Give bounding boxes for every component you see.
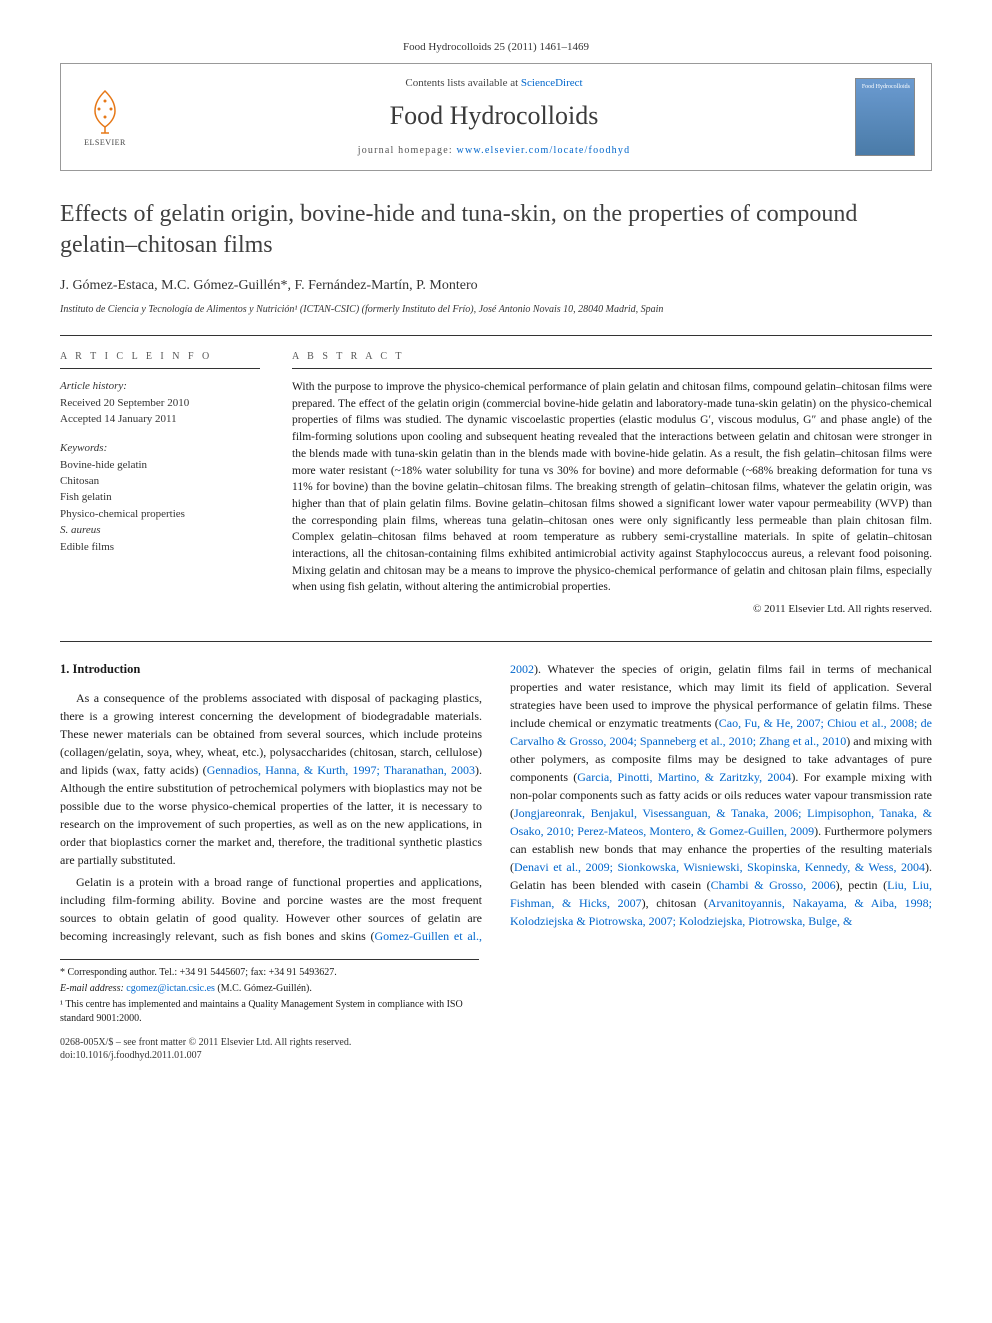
front-matter-line: 0268-005X/$ – see front matter © 2011 El… bbox=[60, 1036, 932, 1049]
keyword-item: Physico-chemical properties bbox=[60, 507, 260, 522]
body-text: ). Although the entire substitution of p… bbox=[60, 763, 482, 867]
email-link[interactable]: cgomez@ictan.csic.es bbox=[126, 983, 215, 994]
cover-thumb-label: Food Hydrocolloids bbox=[862, 83, 910, 91]
article-info-column: A R T I C L E I N F O Article history: R… bbox=[60, 350, 260, 617]
keyword-item: Edible films bbox=[60, 540, 260, 555]
abstract-column: A B S T R A C T With the purpose to impr… bbox=[292, 350, 932, 617]
footer-meta: 0268-005X/$ – see front matter © 2011 El… bbox=[60, 1036, 932, 1062]
keyword-item: S. aureus bbox=[60, 523, 260, 538]
contents-line: Contents lists available at ScienceDirec… bbox=[149, 76, 839, 91]
authors-line: J. Gómez-Estaca, M.C. Gómez-Guillén*, F.… bbox=[60, 276, 932, 296]
citation-link[interactable]: Chambi & Grosso, 2006 bbox=[711, 878, 836, 892]
elsevier-text: ELSEVIER bbox=[84, 137, 126, 148]
affiliation: Instituto de Ciencia y Tecnología de Ali… bbox=[60, 303, 932, 317]
keyword-item: Bovine-hide gelatin bbox=[60, 458, 260, 473]
citation-header: Food Hydrocolloids 25 (2011) 1461–1469 bbox=[60, 40, 932, 55]
history-title: Article history: bbox=[60, 379, 260, 394]
footnotes: * Corresponding author. Tel.: +34 91 544… bbox=[60, 959, 479, 1026]
info-abstract-row: A R T I C L E I N F O Article history: R… bbox=[60, 335, 932, 617]
email-line: E-mail address: cgomez@ictan.csic.es (M.… bbox=[60, 982, 479, 996]
citation-link[interactable]: Garcia, Pinotti, Martino, & Zaritzky, 20… bbox=[577, 770, 791, 784]
keywords-block: Keywords: Bovine-hide gelatin Chitosan F… bbox=[60, 441, 260, 555]
elsevier-tree-icon bbox=[81, 87, 129, 135]
homepage-line: journal homepage: www.elsevier.com/locat… bbox=[149, 144, 839, 158]
homepage-link[interactable]: www.elsevier.com/locate/foodhyd bbox=[457, 145, 631, 156]
abstract-text: With the purpose to improve the physico-… bbox=[292, 379, 932, 596]
corresponding-author: * Corresponding author. Tel.: +34 91 544… bbox=[60, 966, 479, 980]
body-text: ), chitosan ( bbox=[642, 896, 708, 910]
keyword-item: Chitosan bbox=[60, 474, 260, 489]
accepted-date: Accepted 14 January 2011 bbox=[60, 412, 260, 427]
received-date: Received 20 September 2010 bbox=[60, 396, 260, 411]
abstract-label: A B S T R A C T bbox=[292, 350, 932, 369]
journal-name: Food Hydrocolloids bbox=[149, 98, 839, 134]
elsevier-logo: ELSEVIER bbox=[77, 83, 133, 151]
keywords-title: Keywords: bbox=[60, 441, 260, 456]
contents-prefix: Contents lists available at bbox=[405, 77, 520, 89]
citation-link[interactable]: Denavi et al., 2009; Sionkowska, Wisniew… bbox=[514, 860, 925, 874]
body-text: ), pectin ( bbox=[836, 878, 887, 892]
keyword-item: Fish gelatin bbox=[60, 490, 260, 505]
header-center: Contents lists available at ScienceDirec… bbox=[149, 76, 839, 158]
abstract-copyright: © 2011 Elsevier Ltd. All rights reserved… bbox=[292, 602, 932, 617]
article-title: Effects of gelatin origin, bovine-hide a… bbox=[60, 199, 932, 261]
email-label: E-mail address: bbox=[60, 983, 126, 994]
email-suffix: (M.C. Gómez-Guillén). bbox=[215, 983, 312, 994]
body-paragraph: As a consequence of the problems associa… bbox=[60, 689, 482, 869]
article-info-label: A R T I C L E I N F O bbox=[60, 350, 260, 369]
footnote-1: ¹ This centre has implemented and mainta… bbox=[60, 998, 479, 1026]
journal-header-box: ELSEVIER Contents lists available at Sci… bbox=[60, 63, 932, 171]
body-section: 1. Introduction As a consequence of the … bbox=[60, 641, 932, 945]
homepage-prefix: journal homepage: bbox=[358, 145, 457, 156]
doi-line: doi:10.1016/j.foodhyd.2011.01.007 bbox=[60, 1049, 932, 1062]
journal-cover-thumb: Food Hydrocolloids bbox=[855, 78, 915, 156]
body-columns: 1. Introduction As a consequence of the … bbox=[60, 660, 932, 945]
sciencedirect-link[interactable]: ScienceDirect bbox=[521, 77, 583, 89]
section-heading: 1. Introduction bbox=[60, 660, 482, 679]
article-history-block: Article history: Received 20 September 2… bbox=[60, 379, 260, 427]
citation-link[interactable]: Gennadios, Hanna, & Kurth, 1997; Tharana… bbox=[207, 763, 475, 777]
